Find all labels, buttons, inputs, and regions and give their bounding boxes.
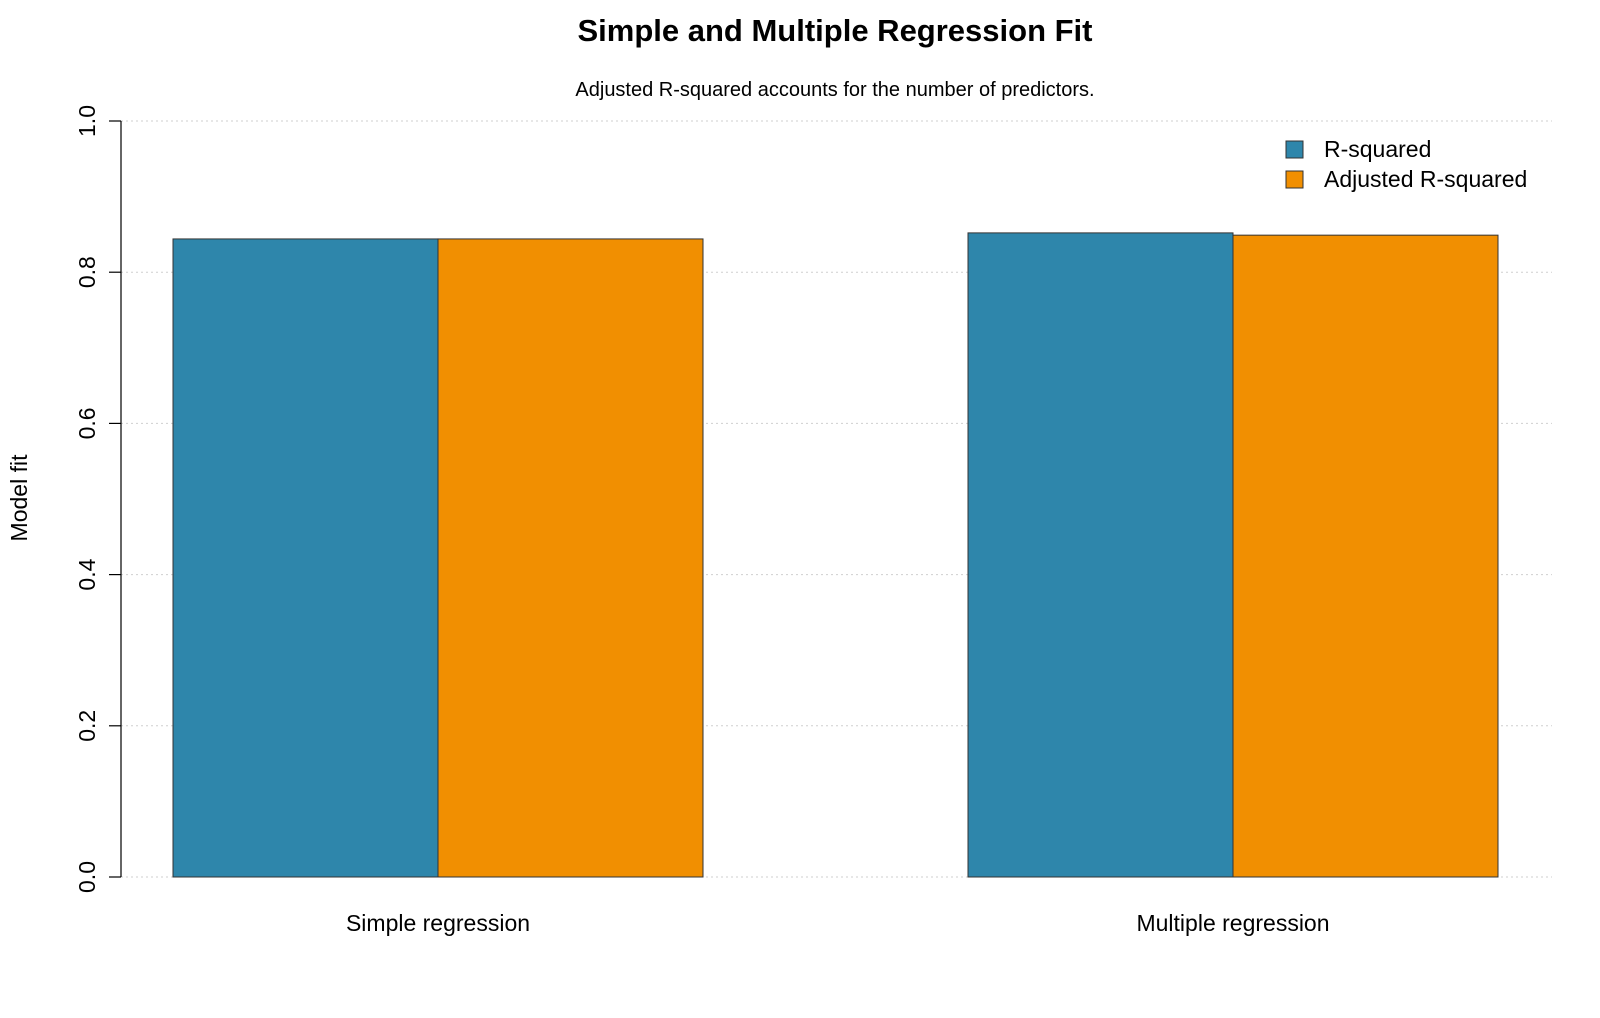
gridlines <box>121 120 1552 878</box>
y-tick-label: 0.4 <box>74 558 100 590</box>
legend: R-squared Adjusted R-squared <box>1285 136 1527 192</box>
legend-swatch <box>1285 140 1304 159</box>
y-tick-label: 0.6 <box>74 407 100 439</box>
y-tick-label: 1.0 <box>74 105 100 137</box>
y-tick-label: 0.2 <box>74 710 100 742</box>
bar-adjusted-r-squared-1 <box>1232 234 1499 878</box>
legend-swatch <box>1285 170 1304 189</box>
y-tick-label: 0.8 <box>74 256 100 288</box>
chart-subtitle: Adjusted R-squared accounts for the numb… <box>575 79 1094 101</box>
bar-adjusted-r-squared-0 <box>437 238 704 878</box>
bar-r-squared-0 <box>172 238 439 878</box>
y-tick-label: 0.0 <box>74 861 100 893</box>
y-axis: 0.0 0.2 0.4 0.6 0.8 1.0 <box>74 105 122 893</box>
x-axis-labels: Simple regression Multiple regression <box>346 910 1330 936</box>
chart-title: Simple and Multiple Regression Fit <box>577 13 1092 48</box>
y-axis-label: Model fit <box>6 454 32 542</box>
legend-label: Adjusted R-squared <box>1324 166 1527 192</box>
bars <box>172 232 1499 878</box>
legend-label: R-squared <box>1324 136 1431 162</box>
category-label: Simple regression <box>346 910 530 936</box>
bar-r-squared-1 <box>967 232 1234 878</box>
category-label: Multiple regression <box>1136 910 1329 936</box>
